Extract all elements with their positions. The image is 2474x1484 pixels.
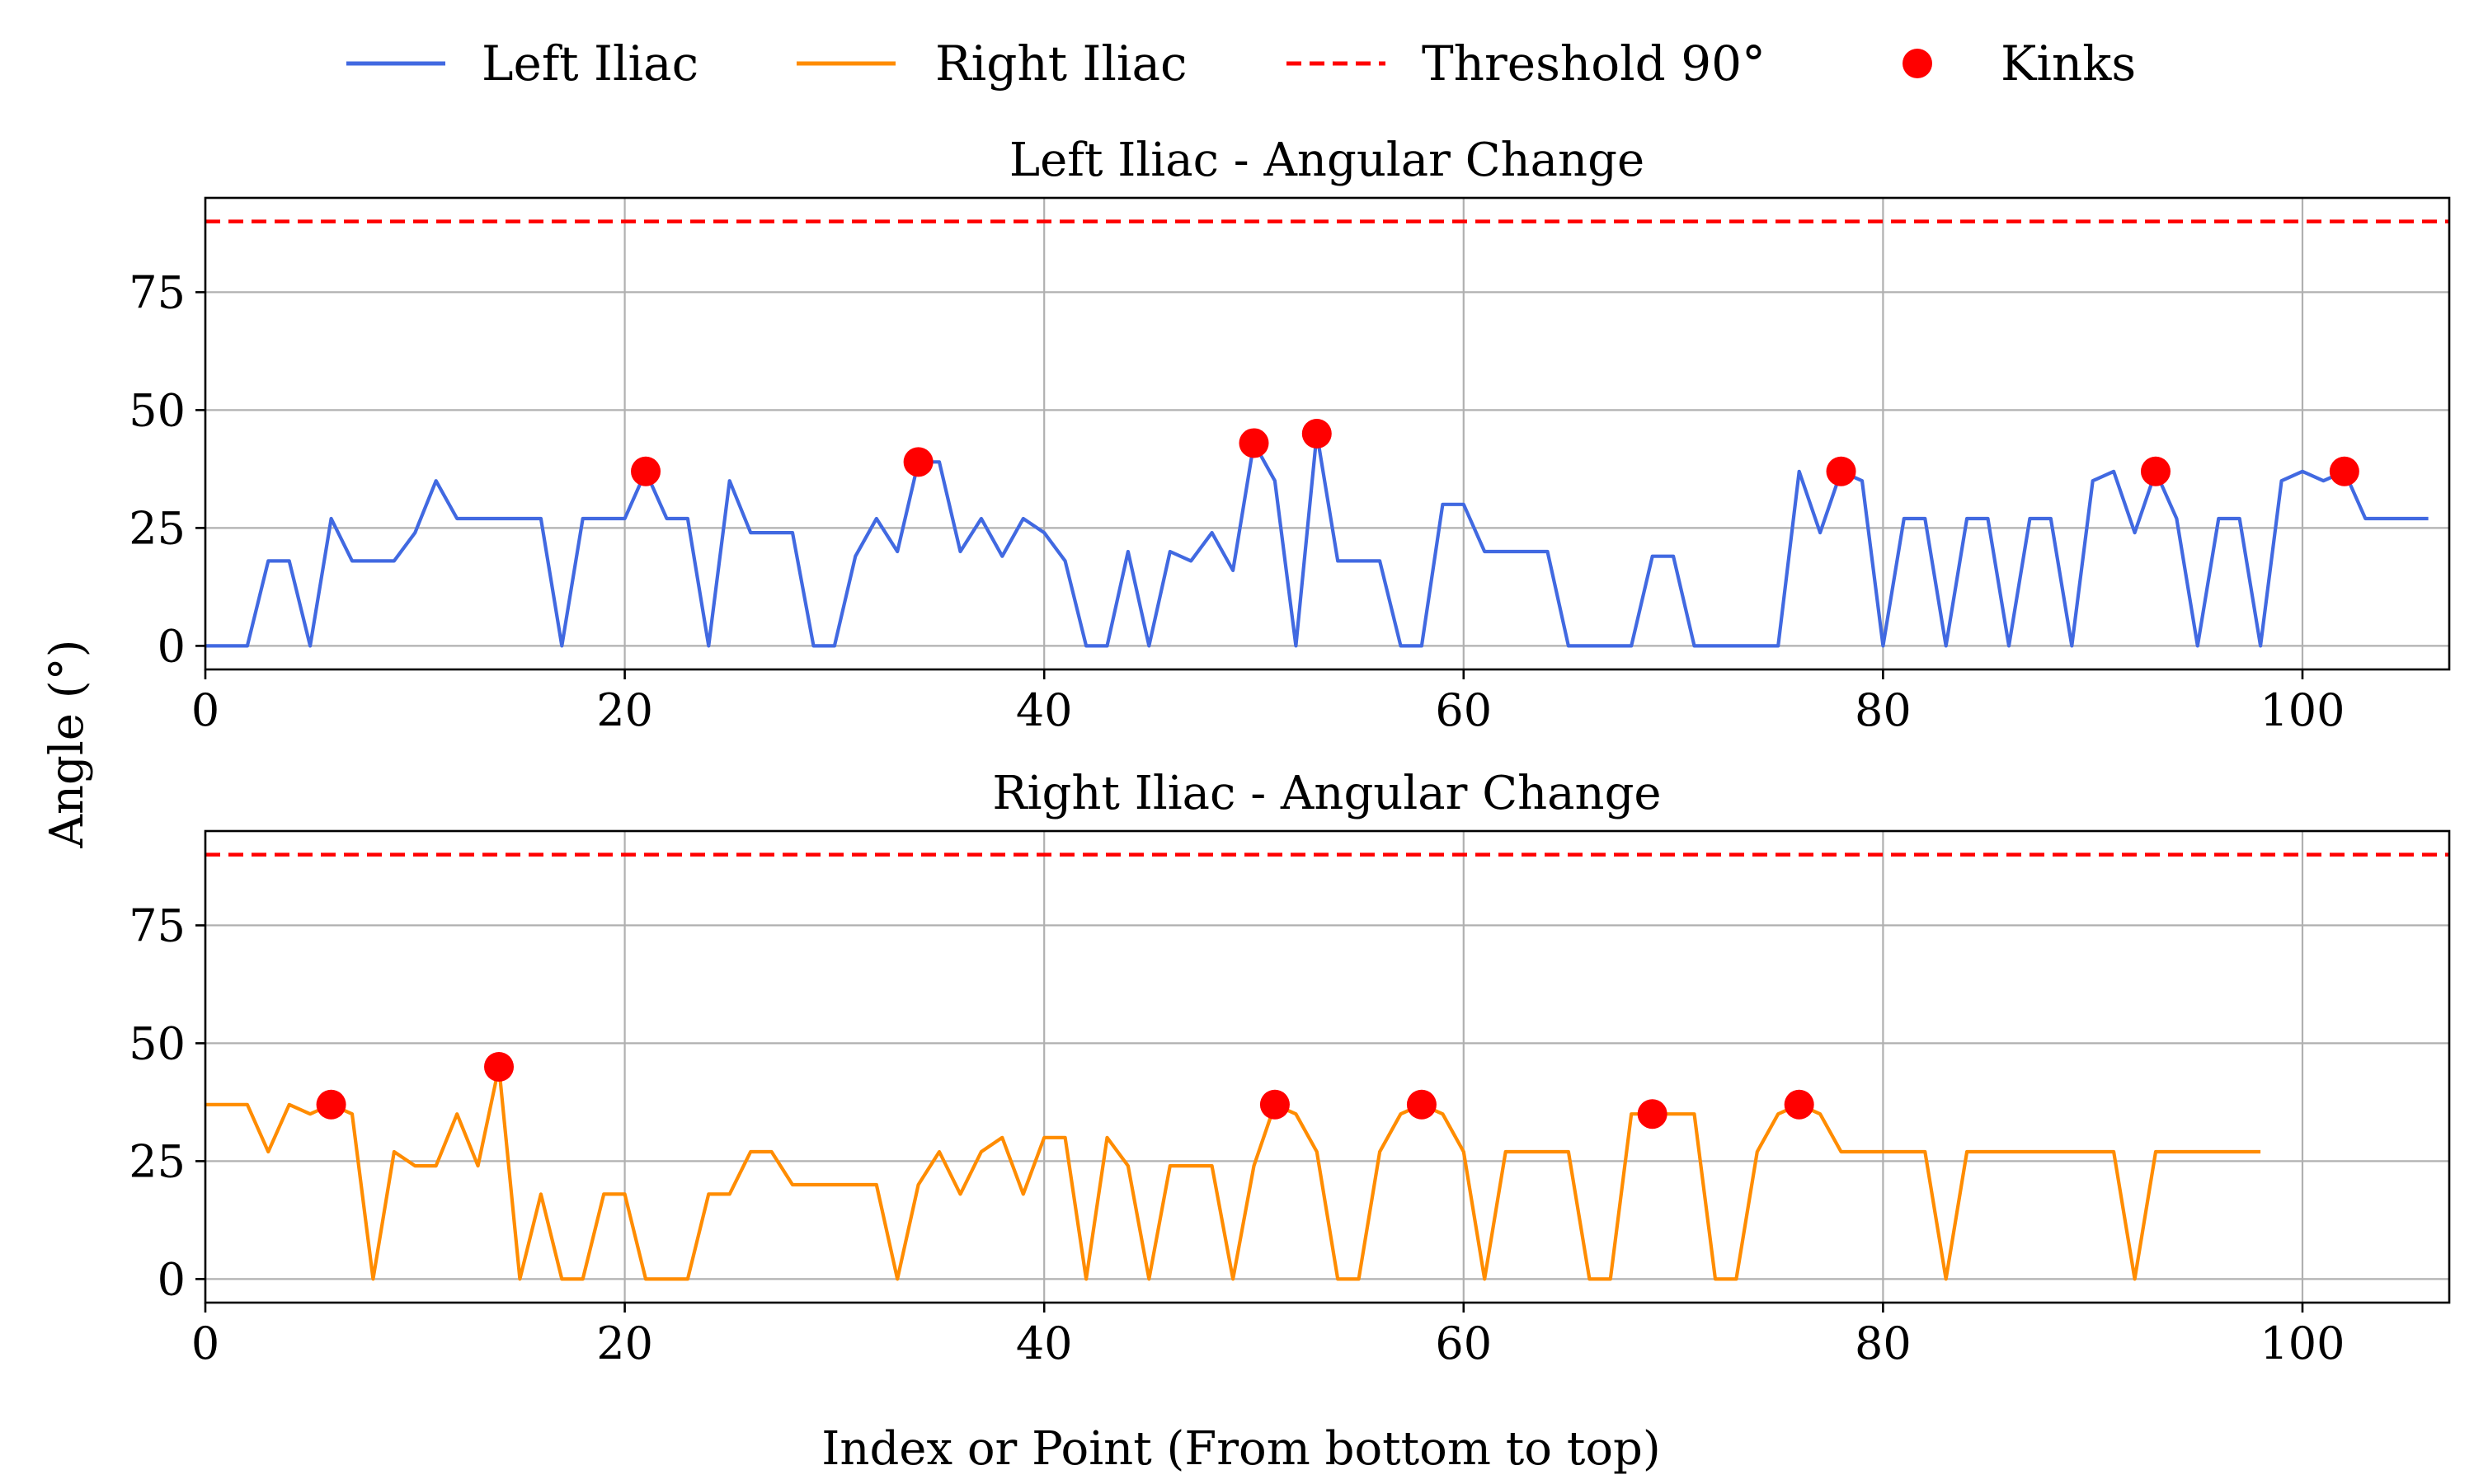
legend: Left Iliac Right Iliac Threshold 90° Kin… [346,35,2136,92]
series-line-left-iliac [205,431,2429,648]
y-tick-label: 50 [129,384,186,436]
y-tick-label: 0 [158,1253,186,1305]
kink-marker [484,1052,515,1082]
x-tick-label: 100 [2260,684,2345,736]
x-tick-label: 80 [1855,684,1912,736]
x-tick-label: 20 [596,1317,653,1369]
series-line-right-iliac [205,1064,2261,1281]
x-tick-label: 60 [1435,1317,1492,1369]
legend-label-left-iliac: Left Iliac [482,35,698,92]
kink-marker [1637,1099,1667,1129]
x-axis-label: Index or Point (From bottom to top) [821,1422,1660,1476]
kink-marker [1301,419,1332,448]
x-tick-label: 80 [1855,1317,1912,1369]
kink-marker [1826,456,1856,486]
kink-marker [1784,1089,1814,1120]
kink-marker [316,1089,346,1120]
x-tick-label: 100 [2260,1317,2345,1369]
y-tick-label: 75 [129,899,186,951]
axes-frame [204,829,2451,1304]
x-tick-label: 40 [1016,684,1073,736]
x-tick-label: 0 [191,1317,219,1369]
panel-title-right: Right Iliac - Angular Change [992,767,1661,820]
x-tick-label: 0 [191,684,219,736]
legend-label-kinks: Kinks [2001,35,2136,92]
kink-marker [631,456,661,486]
kink-marker [1239,428,1269,458]
kink-marker [1259,1089,1290,1120]
y-tick-label: 50 [129,1017,186,1069]
legend-label-right-iliac: Right Iliac [935,35,1188,92]
x-tick-label: 20 [596,684,653,736]
axes-frame [204,196,2451,671]
kink-marker [1406,1089,1437,1120]
y-tick-label: 75 [129,266,186,318]
left-iliac-plot: 0 20 40 60 80 100 0 25 50 75 [129,196,2451,736]
right-iliac-plot: 0 20 40 60 80 100 0 25 50 75 [129,829,2451,1369]
x-tick-label: 40 [1016,1317,1073,1369]
y-tick-label: 25 [129,1135,186,1187]
y-axis-label: Angle (°) [40,640,94,849]
legend-label-threshold: Threshold 90° [1422,35,1766,92]
x-tick-label: 60 [1435,684,1492,736]
kink-marker [903,447,934,477]
kink-marker [2329,456,2359,486]
y-tick-label: 0 [158,620,186,672]
y-tick-label: 25 [129,502,186,554]
panel-title-left: Left Iliac - Angular Change [1009,134,1644,187]
kink-marker [2140,456,2171,486]
legend-marker-kinks [1903,49,1932,78]
